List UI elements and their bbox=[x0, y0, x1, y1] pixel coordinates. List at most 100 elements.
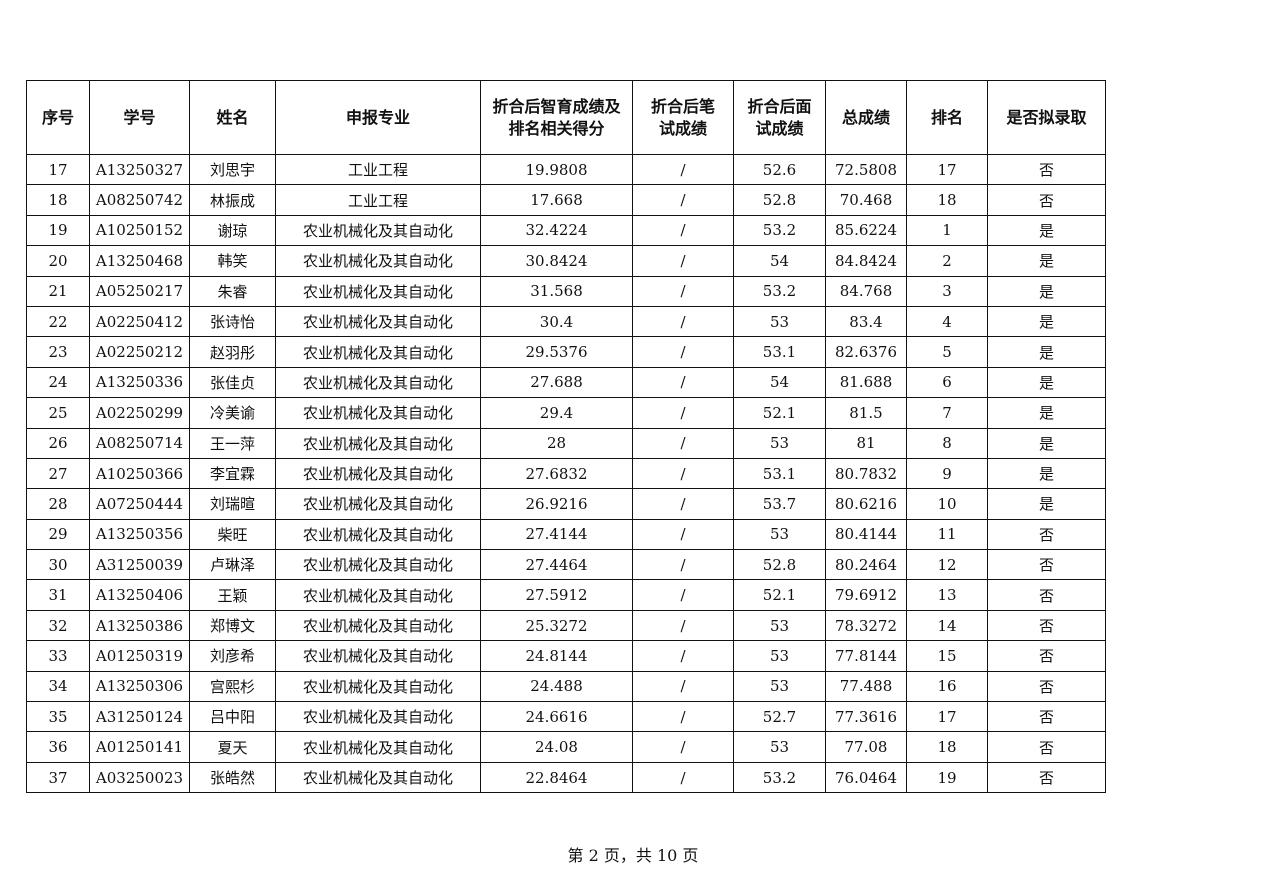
cell-admitted: 是 bbox=[987, 397, 1106, 429]
cell-written-score: / bbox=[632, 305, 734, 338]
cell-major: 农业机械化及其自动化 bbox=[275, 518, 481, 551]
table-body: 17 A13250327 刘思宇 工业工程 19.9808/52.6 72.5808 17 否… bbox=[26, 153, 1106, 794]
cell-rank: 10 bbox=[906, 488, 988, 520]
cell-student-id: A13250386 bbox=[89, 609, 190, 642]
cell-academic-score: 30.8424 bbox=[480, 245, 633, 277]
cell-academic-score: 19.9808 bbox=[480, 153, 633, 186]
cell-written-score: / bbox=[632, 488, 734, 520]
cell-student-id: A13250327 bbox=[89, 153, 190, 186]
cell-index: 23 bbox=[26, 336, 90, 368]
cell-academic-score: 30.4 bbox=[480, 305, 633, 338]
cell-name: 谢琼 bbox=[189, 214, 276, 247]
cell-academic-score: 24.08 bbox=[480, 731, 633, 763]
table-row: 20 A13250468 韩笑 农业机械化及其自动化 30.8424/54 84.8424… bbox=[26, 245, 1106, 277]
cell-academic-score: 27.4144 bbox=[480, 518, 633, 551]
cell-written-score: / bbox=[632, 184, 734, 216]
cell-total-score: 77.3616 bbox=[825, 701, 907, 733]
cell-major: 农业机械化及其自动化 bbox=[275, 245, 481, 277]
cell-total-score: 83.4 bbox=[825, 305, 907, 338]
cell-written-score: / bbox=[632, 731, 734, 763]
cell-written-score: / bbox=[632, 214, 734, 247]
cell-total-score: 80.6216 bbox=[825, 488, 907, 520]
cell-index: 17 bbox=[26, 153, 90, 186]
cell-admitted: 是 bbox=[987, 305, 1106, 338]
cell-index: 36 bbox=[26, 731, 90, 763]
cell-index: 22 bbox=[26, 305, 90, 338]
table-row: 36 A01250141 夏天 农业机械化及其自动化 24.08/53 77.08 18 否 bbox=[26, 731, 1106, 763]
cell-total-score: 77.8144 bbox=[825, 640, 907, 672]
cell-total-score: 72.5808 bbox=[825, 153, 907, 186]
table-row: 28 A07250444 刘瑞暄 农业机械化及其自动化 26.9216/53.7 80.6… bbox=[26, 488, 1106, 520]
cell-interview-score: 52.7 bbox=[733, 701, 826, 733]
cell-major: 农业机械化及其自动化 bbox=[275, 336, 481, 368]
cell-name: 赵羽彤 bbox=[189, 336, 276, 368]
cell-index: 37 bbox=[26, 761, 90, 794]
cell-student-id: A02250299 bbox=[89, 397, 190, 429]
cell-admitted: 否 bbox=[987, 579, 1106, 611]
cell-admitted: 是 bbox=[987, 488, 1106, 520]
cell-interview-score: 52.8 bbox=[733, 549, 826, 581]
cell-name: 朱睿 bbox=[189, 275, 276, 307]
cell-interview-score: 53.7 bbox=[733, 488, 826, 520]
cell-total-score: 82.6376 bbox=[825, 336, 907, 368]
cell-interview-score: 53.2 bbox=[733, 275, 826, 307]
cell-index: 29 bbox=[26, 518, 90, 551]
cell-name: 张佳贞 bbox=[189, 366, 276, 399]
cell-index: 27 bbox=[26, 457, 90, 490]
cell-interview-score: 53 bbox=[733, 518, 826, 551]
cell-total-score: 85.6224 bbox=[825, 214, 907, 247]
table-row: 30 A31250039 卢琳泽 农业机械化及其自动化 27.4464/52.8 80.2… bbox=[26, 549, 1106, 581]
cell-total-score: 84.768 bbox=[825, 275, 907, 307]
table-row: 26 A08250714 王一萍 农业机械化及其自动化 28/53 81 8 是 bbox=[26, 427, 1106, 459]
cell-interview-score: 52.1 bbox=[733, 397, 826, 429]
cell-academic-score: 17.668 bbox=[480, 184, 633, 216]
cell-admitted: 否 bbox=[987, 153, 1106, 186]
cell-student-id: A13250406 bbox=[89, 579, 190, 611]
cell-academic-score: 32.4224 bbox=[480, 214, 633, 247]
cell-total-score: 84.8424 bbox=[825, 245, 907, 277]
cell-student-id: A10250366 bbox=[89, 457, 190, 490]
cell-major: 农业机械化及其自动化 bbox=[275, 670, 481, 703]
cell-rank: 1 bbox=[906, 214, 988, 247]
cell-rank: 12 bbox=[906, 549, 988, 581]
cell-written-score: / bbox=[632, 153, 734, 186]
cell-rank: 4 bbox=[906, 305, 988, 338]
cell-name: 张诗怡 bbox=[189, 305, 276, 338]
cell-academic-score: 25.3272 bbox=[480, 609, 633, 642]
cell-academic-score: 29.5376 bbox=[480, 336, 633, 368]
cell-interview-score: 53 bbox=[733, 305, 826, 338]
cell-name: 柴旺 bbox=[189, 518, 276, 551]
cell-total-score: 77.08 bbox=[825, 731, 907, 763]
header-row: 序号 学号 姓名 申报专业 折合后智育成绩及排名相关得分 折合后笔试成绩 折合后… bbox=[26, 80, 1106, 155]
cell-index: 28 bbox=[26, 488, 90, 520]
table-row: 31 A13250406 王颖 农业机械化及其自动化 27.5912/52.1 79.69… bbox=[26, 579, 1106, 611]
admission-score-table: 序号 学号 姓名 申报专业 折合后智育成绩及排名相关得分 折合后笔试成绩 折合后… bbox=[26, 80, 1106, 794]
cell-academic-score: 27.6832 bbox=[480, 457, 633, 490]
cell-admitted: 否 bbox=[987, 184, 1106, 216]
cell-student-id: A02250412 bbox=[89, 305, 190, 338]
cell-written-score: / bbox=[632, 518, 734, 551]
cell-index: 33 bbox=[26, 640, 90, 672]
cell-index: 32 bbox=[26, 609, 90, 642]
table-row: 19 A10250152 谢琼 农业机械化及其自动化 32.4224/53.2 85.62… bbox=[26, 214, 1106, 247]
cell-interview-score: 53.2 bbox=[733, 761, 826, 794]
cell-total-score: 78.3272 bbox=[825, 609, 907, 642]
cell-academic-score: 27.4464 bbox=[480, 549, 633, 581]
cell-index: 19 bbox=[26, 214, 90, 247]
cell-admitted: 是 bbox=[987, 336, 1106, 368]
cell-interview-score: 53.1 bbox=[733, 336, 826, 368]
cell-major: 农业机械化及其自动化 bbox=[275, 214, 481, 247]
cell-rank: 5 bbox=[906, 336, 988, 368]
cell-major: 农业机械化及其自动化 bbox=[275, 761, 481, 794]
cell-name: 王一萍 bbox=[189, 427, 276, 459]
cell-written-score: / bbox=[632, 275, 734, 307]
header-written-score: 折合后笔试成绩 bbox=[632, 80, 734, 155]
table-row: 29 A13250356 柴旺 农业机械化及其自动化 27.4144/53 80.4144… bbox=[26, 518, 1106, 551]
table-row: 34 A13250306 宫熙杉 农业机械化及其自动化 24.488/53 77.488 1… bbox=[26, 670, 1106, 703]
cell-major: 农业机械化及其自动化 bbox=[275, 397, 481, 429]
cell-written-score: / bbox=[632, 457, 734, 490]
header-total-score: 总成绩 bbox=[825, 80, 907, 155]
cell-index: 25 bbox=[26, 397, 90, 429]
cell-major: 工业工程 bbox=[275, 153, 481, 186]
cell-major: 农业机械化及其自动化 bbox=[275, 366, 481, 399]
